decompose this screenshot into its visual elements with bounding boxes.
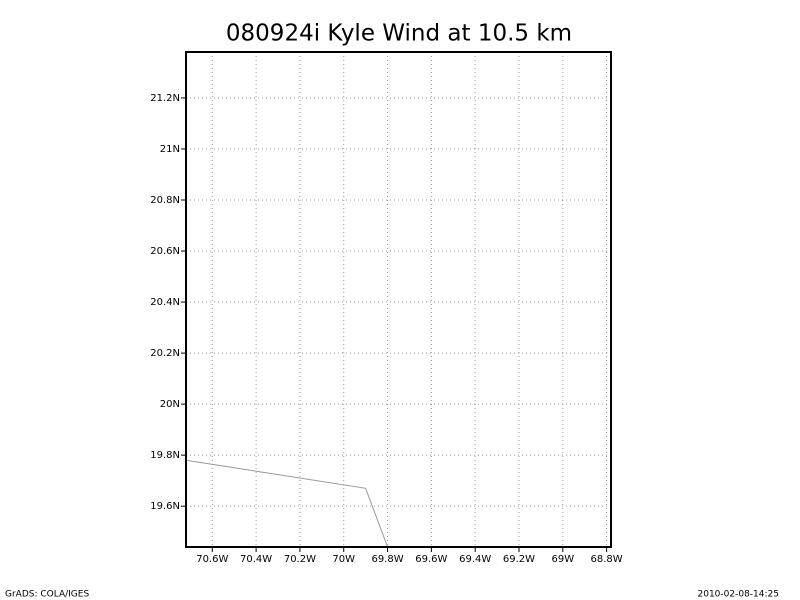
track-line [185, 459, 389, 548]
x-tick-label: 70.2W [284, 554, 316, 565]
y-tick-label: 21N [160, 144, 180, 155]
footer-right: 2010-02-08-14:25 [698, 590, 780, 600]
y-tick-label: 21.2N [150, 93, 180, 104]
x-tick-label: 70W [332, 554, 355, 565]
x-tick-label: 69.4W [459, 554, 491, 565]
x-tick-label: 68.8W [591, 554, 623, 565]
y-tick-label: 20.8N [150, 195, 180, 206]
x-tick-label: 70.6W [196, 554, 228, 565]
plot-frame [185, 51, 612, 548]
x-tick-label: 69W [551, 554, 574, 565]
y-tick-label: 20.4N [150, 297, 180, 308]
footer-left: GrADS: COLA/IGES [5, 590, 89, 600]
y-tick-label: 20N [160, 399, 180, 410]
x-tick-label: 70.4W [240, 554, 272, 565]
y-tick-label: 20.2N [150, 348, 180, 359]
x-tick-label: 69.6W [415, 554, 447, 565]
y-tick-label: 20.6N [150, 246, 180, 257]
y-tick-label: 19.8N [150, 450, 180, 461]
chart-title: 080924i Kyle Wind at 10.5 km [226, 21, 572, 47]
y-tick-label: 19.6N [150, 501, 180, 512]
x-tick-label: 69.8W [371, 554, 403, 565]
x-tick-label: 69.2W [503, 554, 535, 565]
